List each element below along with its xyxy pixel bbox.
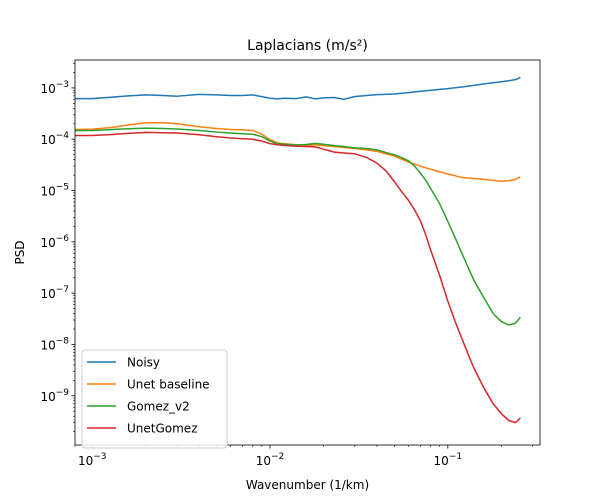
y-tick-label: 10−5 <box>40 183 69 199</box>
plot-frame <box>74 59 541 446</box>
series-line-gomez-v2 <box>75 127 521 326</box>
series-line-unet-baseline <box>75 121 521 182</box>
x-tick-label: 10−2 <box>256 452 285 468</box>
series-line-noisy <box>75 76 521 101</box>
legend-label: Gomez_v2 <box>127 400 190 414</box>
legend: Noisy Unet baseline Gomez_v2 UnetGomez <box>81 349 228 449</box>
y-tick-label: 10−3 <box>40 80 69 96</box>
legend-label: Noisy <box>127 356 160 370</box>
y-axis: 10−9 10−8 10−7 10−6 10−5 10−4 10−3 <box>40 63 75 432</box>
x-tick-label: 10−3 <box>78 452 107 468</box>
y-tick-label: 10−7 <box>40 285 69 301</box>
y-tick-label: 10−8 <box>40 336 69 352</box>
legend-label: Unet baseline <box>127 378 210 392</box>
y-tick-label: 10−6 <box>40 234 69 250</box>
x-axis: 10−3 10−2 10−1 <box>74 445 533 468</box>
chart-title: Laplacians (m/s²) <box>247 38 368 54</box>
legend-label: UnetGomez <box>127 422 198 436</box>
series-line-unetgomez <box>75 131 521 424</box>
series-layer <box>75 76 521 424</box>
x-axis-title: Wavenumber (1/km) <box>246 478 369 492</box>
y-tick-label: 10−9 <box>40 388 69 404</box>
y-axis-title: PSD <box>13 240 27 264</box>
x-tick-label: 10−1 <box>434 452 463 468</box>
legend-box <box>81 349 228 449</box>
y-tick-label: 10−4 <box>40 131 69 147</box>
